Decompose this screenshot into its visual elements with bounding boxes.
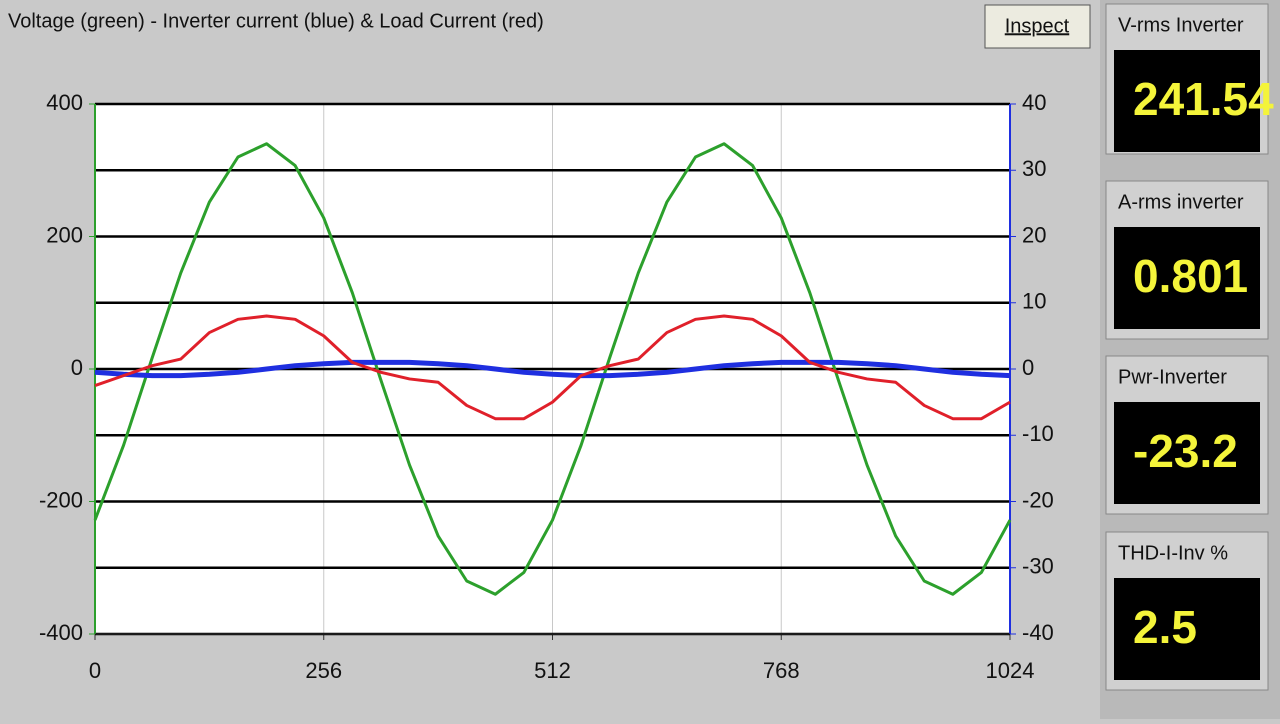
meter-label: V-rms Inverter xyxy=(1118,14,1244,36)
y2-tick-label: 0 xyxy=(1022,355,1034,380)
y2-tick-label: 10 xyxy=(1022,289,1046,314)
y2-tick-label: -30 xyxy=(1022,554,1054,579)
series-line xyxy=(93,142,1012,596)
y2-tick-label: -40 xyxy=(1022,620,1054,645)
inspect-label[interactable]: Inspect xyxy=(1005,15,1070,37)
y-tick-label: 0 xyxy=(71,355,83,380)
y2-tick-label: -10 xyxy=(1022,421,1054,446)
y-tick-label: -200 xyxy=(39,487,83,512)
y-tick-label: 400 xyxy=(46,90,83,115)
meter-display xyxy=(1114,578,1260,680)
x-tick-label: 0 xyxy=(89,658,101,683)
y2-tick-label: 40 xyxy=(1022,90,1046,115)
meter-value: -23.2 xyxy=(1133,425,1238,477)
y2-tick-label: 20 xyxy=(1022,222,1046,247)
meter-value: 2.5 xyxy=(1133,601,1197,653)
y-tick-label: -400 xyxy=(39,620,83,645)
x-tick-label: 256 xyxy=(305,658,342,683)
y-tick-label: 200 xyxy=(46,222,83,247)
y2-tick-label: -20 xyxy=(1022,487,1054,512)
series-line xyxy=(94,314,1011,421)
meter-label: A-rms inverter xyxy=(1118,191,1244,213)
x-tick-label: 1024 xyxy=(986,658,1035,683)
meter-display xyxy=(1114,50,1260,152)
meter-value: 241.54 xyxy=(1133,73,1274,125)
meter-display xyxy=(1114,227,1260,329)
series-line xyxy=(94,359,1011,379)
meter-label: THD-I-Inv % xyxy=(1118,542,1228,564)
chart-title: Voltage (green) - Inverter current (blue… xyxy=(8,10,544,32)
meter-display xyxy=(1114,402,1260,504)
meter-value: 0.801 xyxy=(1133,250,1248,302)
inspect-button[interactable] xyxy=(984,4,1091,49)
meter-label: Pwr-Inverter xyxy=(1118,366,1227,388)
x-tick-label: 512 xyxy=(534,658,571,683)
x-tick-label: 768 xyxy=(763,658,800,683)
y2-tick-label: 30 xyxy=(1022,156,1046,181)
